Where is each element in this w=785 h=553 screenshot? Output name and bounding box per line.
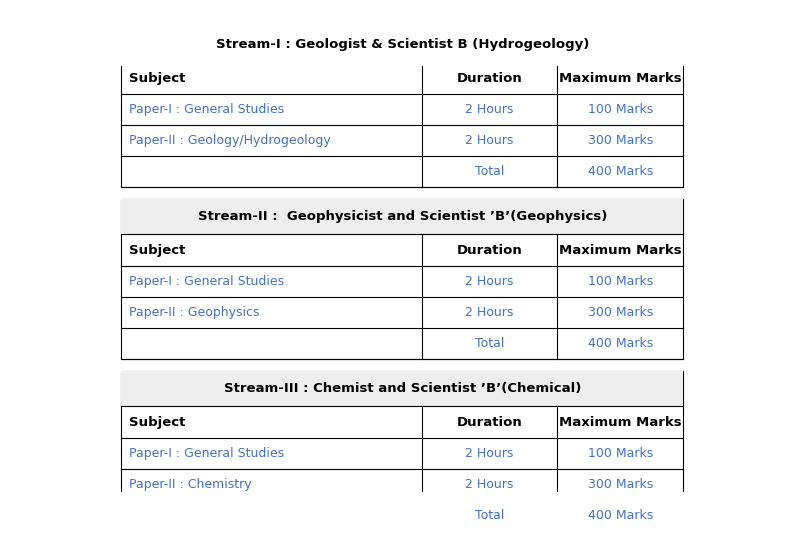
Bar: [121, 27, 684, 62]
Text: Paper-I : General Studies: Paper-I : General Studies: [129, 275, 283, 288]
Text: 400 Marks: 400 Marks: [587, 165, 653, 178]
Text: Duration: Duration: [457, 416, 522, 429]
Text: 2 Hours: 2 Hours: [466, 306, 513, 319]
Text: 300 Marks: 300 Marks: [587, 478, 653, 491]
Text: 100 Marks: 100 Marks: [587, 447, 653, 460]
Text: Maximum Marks: Maximum Marks: [559, 416, 681, 429]
Text: 300 Marks: 300 Marks: [587, 306, 653, 319]
Text: Paper-I : General Studies: Paper-I : General Studies: [129, 447, 283, 460]
Text: 2 Hours: 2 Hours: [466, 134, 513, 147]
Text: 400 Marks: 400 Marks: [587, 509, 653, 522]
Text: Total: Total: [475, 509, 504, 522]
Text: 2 Hours: 2 Hours: [466, 103, 513, 116]
Text: Stream-III : Chemist and Scientist ’B’(Chemical): Stream-III : Chemist and Scientist ’B’(C…: [224, 382, 581, 395]
Text: Total: Total: [475, 165, 504, 178]
Text: Subject: Subject: [129, 244, 185, 257]
Bar: [121, 199, 684, 359]
Text: Paper-I : General Studies: Paper-I : General Studies: [129, 103, 283, 116]
Text: 2 Hours: 2 Hours: [466, 275, 513, 288]
Text: Paper-II : Chemistry: Paper-II : Chemistry: [129, 478, 251, 491]
Bar: [121, 199, 684, 234]
Text: Total: Total: [475, 337, 504, 350]
Text: Maximum Marks: Maximum Marks: [559, 244, 681, 257]
Text: 100 Marks: 100 Marks: [587, 275, 653, 288]
Text: Paper-II : Geophysics: Paper-II : Geophysics: [129, 306, 259, 319]
Text: Duration: Duration: [457, 244, 522, 257]
Text: 2 Hours: 2 Hours: [466, 478, 513, 491]
Text: Maximum Marks: Maximum Marks: [559, 71, 681, 85]
Bar: [121, 371, 684, 531]
Text: 400 Marks: 400 Marks: [587, 337, 653, 350]
Text: Duration: Duration: [457, 71, 522, 85]
Text: Stream-I : Geologist & Scientist B (Hydrogeology): Stream-I : Geologist & Scientist B (Hydr…: [216, 38, 589, 51]
Bar: [121, 371, 684, 406]
Text: 2 Hours: 2 Hours: [466, 447, 513, 460]
Text: Subject: Subject: [129, 416, 185, 429]
Bar: [121, 27, 684, 187]
Text: Paper-II : Geology/Hydrogeology: Paper-II : Geology/Hydrogeology: [129, 134, 330, 147]
Text: 100 Marks: 100 Marks: [587, 103, 653, 116]
Text: 300 Marks: 300 Marks: [587, 134, 653, 147]
Text: Subject: Subject: [129, 71, 185, 85]
Text: Stream-II :  Geophysicist and Scientist ’B’(Geophysics): Stream-II : Geophysicist and Scientist ’…: [198, 210, 607, 223]
